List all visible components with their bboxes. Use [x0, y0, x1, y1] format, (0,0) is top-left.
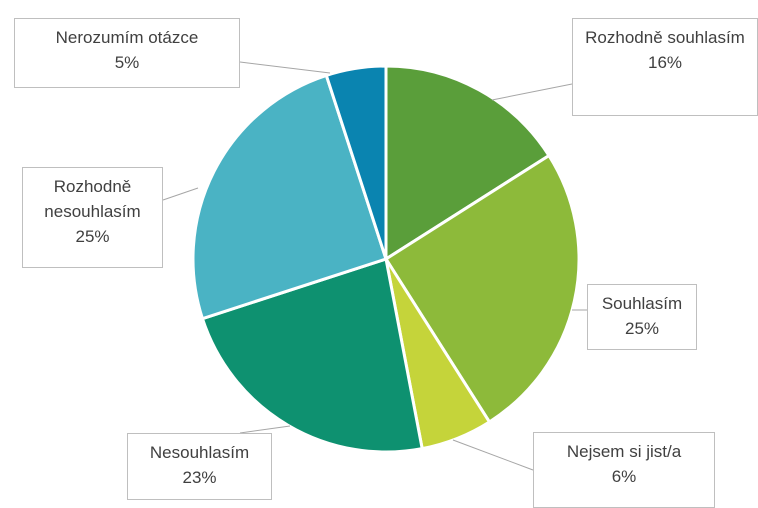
- label-value: 6%: [611, 467, 637, 486]
- leader-line: [239, 425, 291, 434]
- pie-slice: [324, 64, 388, 260]
- label-value: 25%: [624, 319, 660, 338]
- label-name: Rozhodně nesouhlasím: [44, 177, 141, 221]
- label-name: Nerozumím otázce: [55, 28, 199, 47]
- pie-slice: [191, 73, 388, 321]
- label-value: 5%: [114, 53, 140, 72]
- pie-slice: [384, 64, 552, 262]
- label-name: Nejsem si jist/a: [566, 442, 682, 461]
- pie-slice: [383, 153, 581, 425]
- data-label: Nerozumím otázce 5%: [14, 18, 240, 88]
- data-label: Nejsem si jist/a 6%: [533, 432, 715, 508]
- data-label: Souhlasím 25%: [587, 284, 697, 350]
- leader-line: [452, 439, 534, 471]
- label-value: 23%: [182, 468, 217, 487]
- label-value: 25%: [75, 227, 110, 246]
- leader-line: [239, 61, 331, 74]
- data-label: Nesouhlasím 23%: [127, 433, 272, 500]
- data-label: Rozhodně souhlasím 16%: [572, 18, 758, 116]
- label-name: Souhlasím: [601, 294, 683, 313]
- leader-line: [491, 83, 573, 101]
- label-value: 16%: [647, 53, 683, 72]
- data-label: Rozhodně nesouhlasím 25%: [22, 167, 163, 268]
- leader-line: [162, 187, 199, 201]
- label-name: Rozhodně souhlasím: [585, 28, 745, 47]
- pie-slice: [200, 257, 424, 454]
- label-name: Nesouhlasím: [149, 443, 250, 462]
